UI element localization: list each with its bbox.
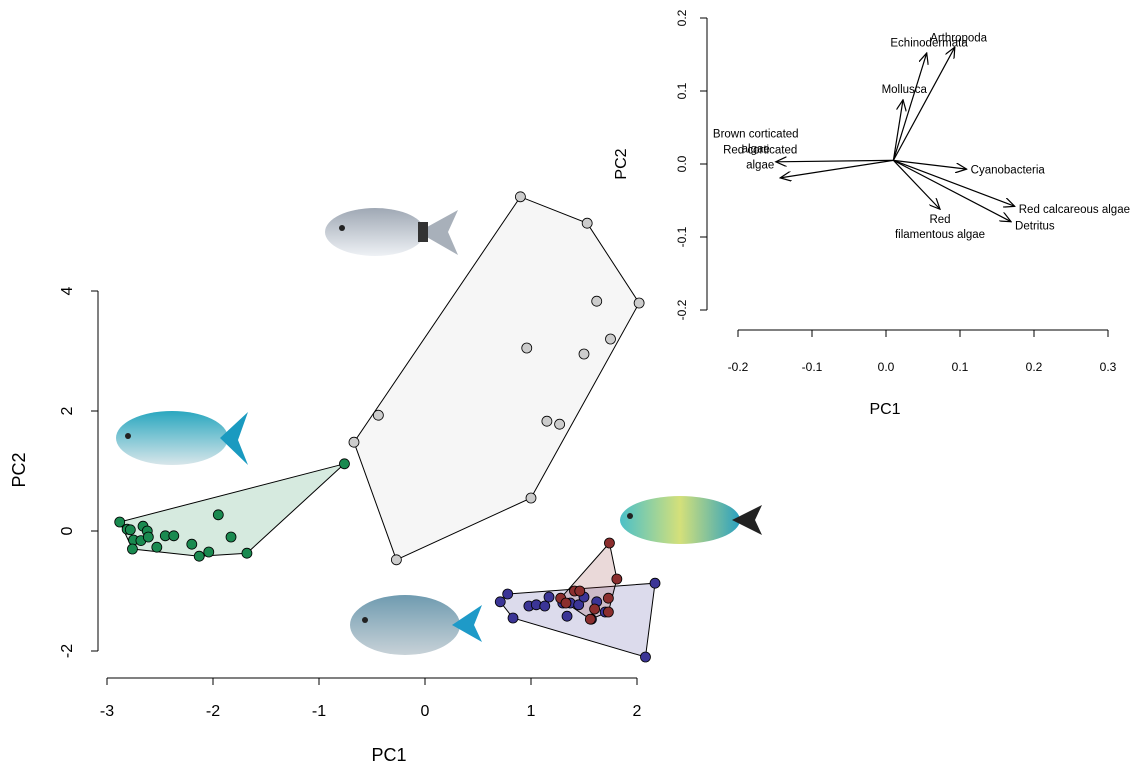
y-tick-label: 4 (59, 286, 76, 295)
arrow-label: Detritus (1015, 220, 1055, 232)
arrow-label: Red (929, 214, 950, 226)
loading-arrow (892, 47, 954, 161)
data-point (521, 342, 533, 354)
arrow-label: Brown corticated (713, 128, 799, 140)
data-point (605, 333, 616, 345)
y-tick-label: 0 (59, 526, 76, 535)
loading-arrow (892, 100, 903, 161)
y-tick-label: 0.1 (675, 82, 689, 99)
data-point (589, 603, 600, 615)
data-point (151, 541, 163, 553)
main-plot: -3 -2 -1 0 1 2 -2 0 2 4 PC1 PC2 (9, 191, 661, 765)
loading-arrow (780, 159, 894, 178)
data-point (127, 543, 138, 555)
loading-arrow (893, 159, 1014, 206)
data-point (561, 610, 573, 622)
arrow-label: Cyanobacteria (971, 164, 1046, 176)
x-tick-label: -1 (312, 703, 326, 720)
data-point (168, 530, 180, 542)
y-tick-label: 0.2 (675, 9, 689, 26)
data-point (591, 295, 603, 307)
data-point (193, 550, 205, 562)
data-point (584, 613, 596, 625)
data-point (502, 588, 514, 600)
loading-arrow (892, 53, 926, 161)
data-point (203, 546, 215, 558)
y-tick-label: -0.2 (675, 299, 689, 320)
data-point (124, 524, 136, 536)
x-tick-label: 1 (527, 703, 536, 720)
y-tick-label: -2 (59, 644, 76, 658)
data-point (114, 516, 126, 528)
data-point (348, 436, 360, 448)
data-point (541, 415, 553, 427)
arrow-label: filamentous algae (895, 229, 985, 241)
fish-parrot (620, 496, 762, 544)
x-tick-label: 0.2 (1026, 360, 1043, 374)
data-point (543, 591, 555, 603)
data-point (507, 612, 519, 624)
data-point (390, 554, 402, 566)
data-point (611, 573, 623, 585)
x-axis-title: PC1 (371, 745, 406, 765)
loading-arrow (892, 159, 940, 209)
data-point (494, 596, 506, 608)
x-tick-label: -0.1 (802, 360, 823, 374)
arrow-label: Red calcareous algae (1019, 204, 1130, 216)
data-point (186, 538, 198, 550)
x-tick-label: -0.2 (728, 360, 749, 374)
x-tick-label: 0 (421, 703, 430, 720)
data-point (602, 606, 614, 618)
data-point (339, 458, 350, 470)
data-point (602, 592, 614, 604)
x-tick-label: 2 (633, 703, 642, 720)
fish-grey (325, 208, 458, 256)
x-tick-label: 0.3 (1100, 360, 1117, 374)
data-point (515, 191, 526, 203)
arrow-label: Mollusca (882, 84, 928, 96)
data-point (649, 577, 661, 589)
arrow-label: algae (746, 159, 774, 171)
data-point (633, 297, 645, 309)
data-point (560, 597, 572, 609)
arrow-label: Red corticated (723, 144, 797, 156)
data-point (225, 531, 237, 543)
data-point (554, 418, 566, 430)
data-point (241, 547, 253, 559)
loading-arrow (893, 159, 1011, 221)
fish-surgeon (350, 595, 482, 655)
data-point (578, 348, 590, 360)
group-hull (119, 463, 345, 557)
arrow-label: algae (742, 143, 770, 155)
data-point (573, 599, 585, 611)
data-point (372, 409, 384, 421)
x-tick-label: 0.0 (878, 360, 895, 374)
data-point (539, 600, 551, 612)
x-axis-title: PC1 (869, 401, 900, 418)
inset-biplot: -0.2 -0.1 0.0 0.1 0.2 0.3 -0.2 -0.1 0.0 0.1 0.2 PC1… (613, 9, 1130, 418)
loading-arrow (776, 160, 894, 161)
y-tick-label: -0.1 (675, 226, 689, 247)
data-point (640, 651, 651, 663)
fish-blue (116, 411, 248, 465)
fish-illustrations (116, 208, 762, 655)
data-point (574, 585, 586, 597)
y-axis-title: PC2 (9, 452, 29, 487)
y-tick-label: 2 (59, 406, 76, 415)
data-point (604, 537, 615, 549)
loading-arrow (893, 159, 966, 169)
y-axis-title: PC2 (613, 148, 630, 179)
data-point (142, 531, 154, 543)
arrow-label: Echinodermata (890, 38, 968, 50)
data-point (525, 492, 537, 504)
data-point (212, 509, 224, 521)
x-tick-label: 0.1 (952, 360, 969, 374)
x-tick-label: -2 (206, 703, 220, 720)
data-point (581, 217, 593, 229)
x-tick-label: -3 (100, 703, 114, 720)
arrow-label: Arthropoda (930, 32, 988, 44)
y-tick-label: 0.0 (675, 155, 689, 172)
